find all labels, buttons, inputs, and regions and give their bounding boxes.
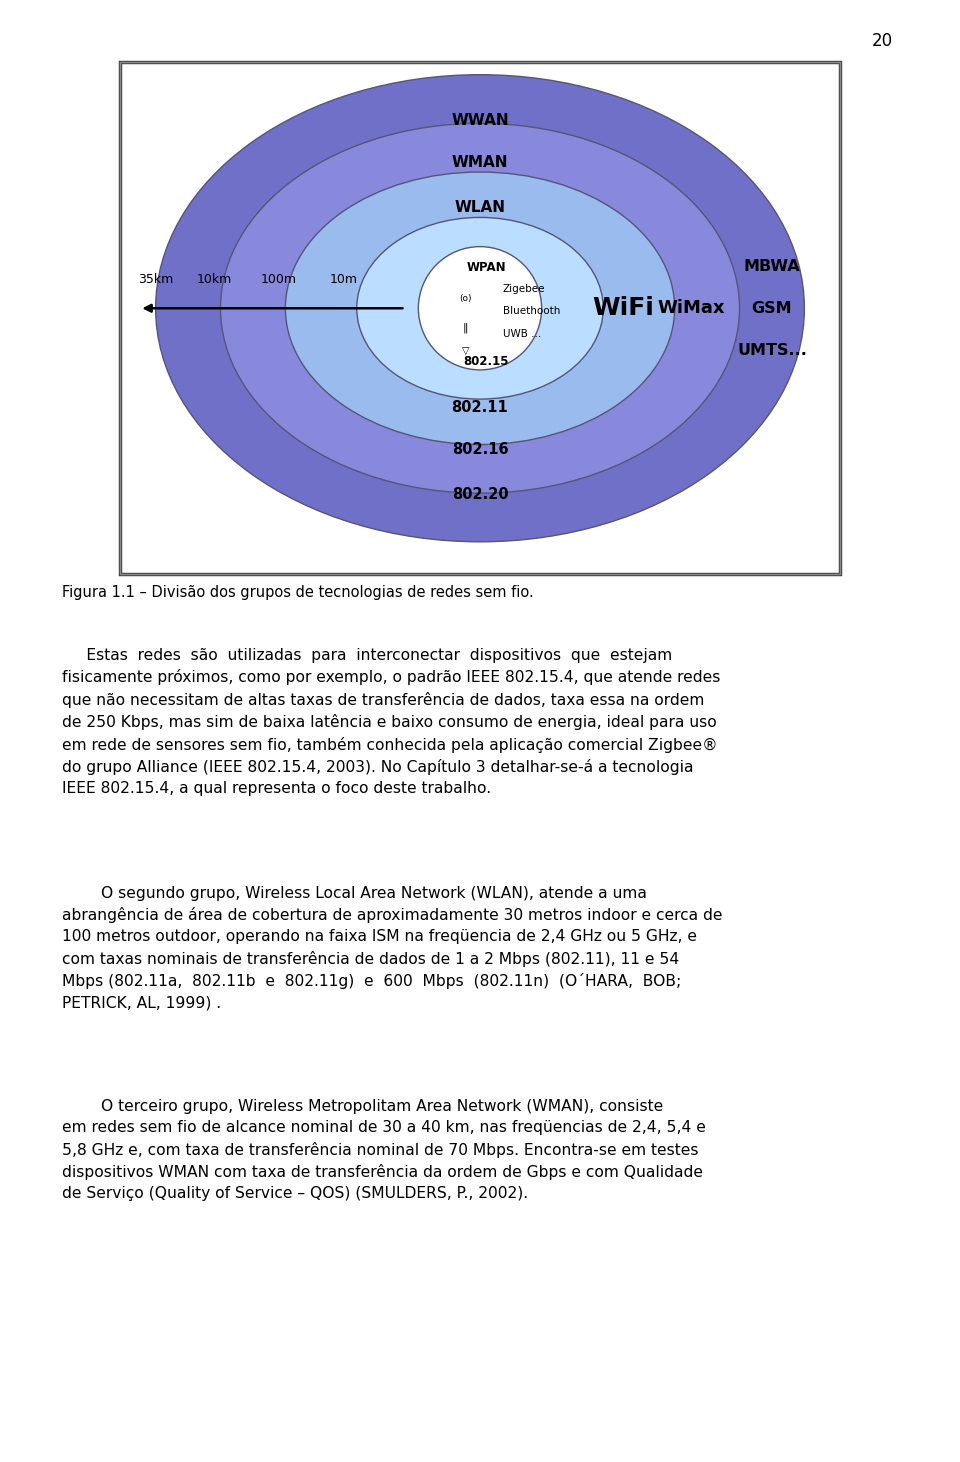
Ellipse shape	[221, 123, 739, 493]
Text: Zigebee: Zigebee	[503, 284, 545, 294]
Text: O segundo grupo, Wireless Local Area Network (WLAN), atende a uma
abrangência de: O segundo grupo, Wireless Local Area Net…	[62, 886, 723, 1010]
Ellipse shape	[285, 173, 675, 444]
Text: ‖: ‖	[463, 323, 468, 333]
Text: WWAN: WWAN	[451, 113, 509, 127]
Text: WPAN: WPAN	[467, 262, 506, 275]
Text: UWB ...: UWB ...	[503, 329, 540, 339]
Text: UMTS...: UMTS...	[737, 344, 807, 358]
Text: 802.16: 802.16	[452, 442, 508, 456]
Text: WiFi: WiFi	[591, 297, 654, 320]
Ellipse shape	[156, 75, 804, 542]
Text: GSM: GSM	[752, 301, 792, 316]
Ellipse shape	[357, 218, 603, 399]
Text: 100m: 100m	[261, 272, 297, 285]
Text: WLAN: WLAN	[454, 200, 506, 215]
Text: (o): (o)	[459, 294, 471, 303]
Text: Bluethooth: Bluethooth	[503, 307, 560, 316]
Text: 802.15: 802.15	[464, 355, 509, 368]
Text: WiMax: WiMax	[657, 300, 725, 317]
Text: Estas  redes  são  utilizadas  para  interconectar  dispositivos  que  estejam
f: Estas redes são utilizadas para intercon…	[62, 648, 721, 797]
Text: 10km: 10km	[197, 272, 231, 285]
Text: WMAN: WMAN	[452, 155, 508, 170]
Text: 802.20: 802.20	[452, 487, 508, 503]
Text: 35km: 35km	[138, 272, 173, 285]
Text: 10m: 10m	[329, 272, 358, 285]
Ellipse shape	[419, 247, 541, 370]
Text: O terceiro grupo, Wireless Metropolitam Area Network (WMAN), consiste
em redes s: O terceiro grupo, Wireless Metropolitam …	[62, 1099, 707, 1202]
Text: 20: 20	[872, 32, 893, 50]
Text: MBWA: MBWA	[744, 259, 801, 273]
Text: Figura 1.1 – Divisão dos grupos de tecnologias de redes sem fio.: Figura 1.1 – Divisão dos grupos de tecno…	[62, 585, 534, 599]
Text: ▽: ▽	[462, 345, 469, 355]
Text: 802.11: 802.11	[451, 399, 509, 415]
